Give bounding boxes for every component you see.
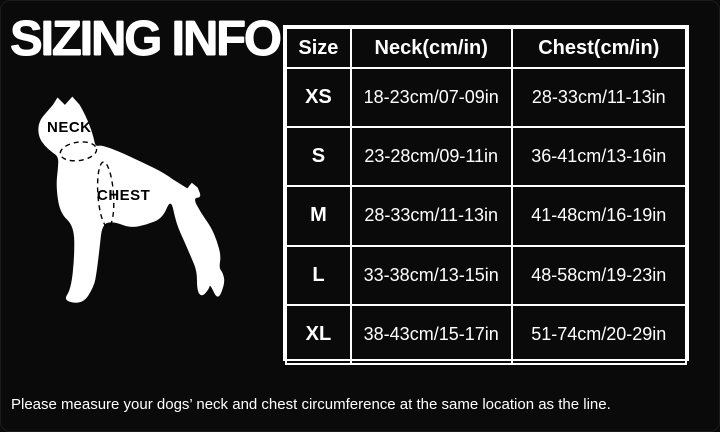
svg-text:CHEST: CHEST (97, 187, 150, 204)
svg-text:NECK: NECK (47, 119, 92, 136)
